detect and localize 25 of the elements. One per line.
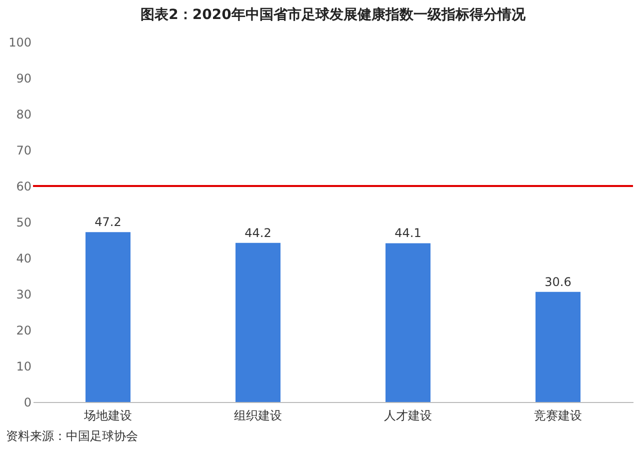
- x-tick-label: 场地建设: [83, 408, 132, 422]
- y-tick-label: 60: [16, 180, 32, 194]
- y-tick-label: 80: [16, 108, 32, 122]
- x-tick-label: 组织建设: [234, 408, 282, 422]
- y-tick-label: 70: [16, 144, 32, 158]
- x-tick-label: 人才建设: [384, 408, 432, 422]
- y-tick-label: 30: [16, 288, 32, 302]
- data-label: 47.2: [94, 215, 122, 230]
- y-tick-label: 20: [16, 324, 32, 338]
- y-tick-label: 100: [8, 36, 32, 50]
- data-label: 44.1: [394, 226, 422, 240]
- bar: [86, 232, 130, 402]
- y-tick-label: 40: [16, 252, 32, 266]
- bar: [236, 242, 280, 402]
- x-tick-label: 竞赛建设: [534, 408, 582, 422]
- y-tick-label: 0: [24, 396, 32, 410]
- text: 资料来源：中国足球协会: [6, 428, 138, 445]
- bar: [386, 243, 430, 402]
- data-label: 30.6: [544, 274, 572, 289]
- bar: [536, 292, 580, 402]
- chart-title: 图表2：2020年中国省市足球发展健康指数一级指标得分情况: [140, 6, 526, 23]
- y-tick-label: 50: [16, 216, 32, 230]
- y-tick-label: 10: [16, 360, 32, 374]
- y-tick-label: 90: [16, 72, 32, 86]
- data-label: 44.2: [244, 226, 272, 240]
